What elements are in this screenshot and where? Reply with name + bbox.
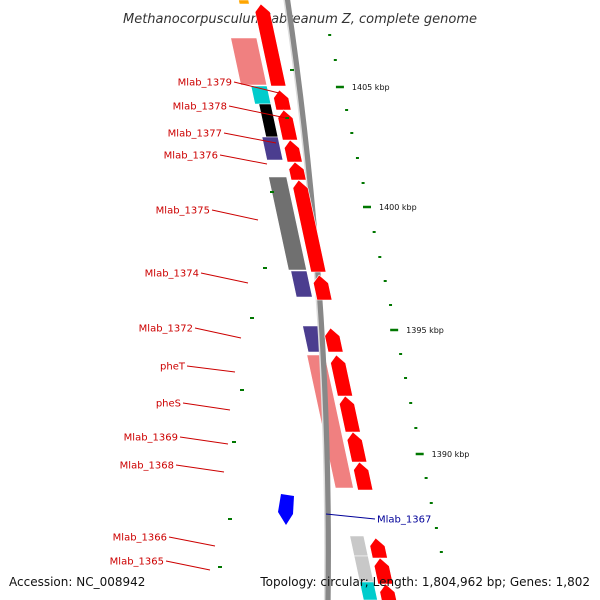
cds-arrow (324, 327, 344, 353)
gene-label: Mlab_1366 (113, 533, 167, 544)
feature-block (258, 103, 279, 138)
cds-arrow (379, 583, 397, 600)
cds-arrow (313, 274, 333, 301)
leader-line (194, 327, 242, 339)
leader-line (165, 560, 211, 571)
scale-label: 1400 kbp (379, 203, 417, 212)
feature-block (261, 136, 284, 161)
leader-line (223, 132, 277, 144)
leader-line (211, 209, 259, 221)
cds-arrow (353, 461, 374, 491)
gene-label: Mlab_1377 (168, 129, 222, 140)
label-leader-lines (165, 81, 376, 571)
leader-line (219, 154, 268, 165)
gene-label: Mlab_1367 (377, 515, 431, 526)
feature-block (230, 37, 268, 86)
feature-block (359, 581, 378, 600)
leader-line (325, 513, 376, 520)
map-title: Methanocorpusculum labreanum Z, complete… (123, 12, 477, 27)
feature-track (230, 0, 378, 600)
leader-line (168, 536, 216, 547)
leader-line (228, 105, 287, 119)
scale-ticks: 1405 kbp 1400 kbp 1395 kbp 1390 kbp (218, 34, 470, 568)
gene-label: Mlab_1376 (164, 151, 218, 162)
cds-arrow (273, 89, 292, 111)
gene-label: Mlab_1378 (173, 102, 227, 113)
leader-line (182, 402, 231, 411)
leader-line (186, 365, 236, 373)
cds-arrow (254, 3, 287, 87)
cds-arrow (277, 109, 298, 141)
scale-label: 1405 kbp (352, 83, 390, 92)
cds-arrow (339, 395, 361, 433)
feature-block (290, 270, 313, 298)
gene-label: Mlab_1375 (156, 206, 210, 217)
feature-block (238, 0, 250, 5)
accession-text: Accession: NC_008942 (9, 575, 145, 589)
backbone-highlight (283, 0, 326, 600)
cds-arrow (292, 179, 327, 273)
cds-arrow (369, 537, 388, 559)
gene-label: pheT (160, 362, 186, 373)
cds-arrow (283, 139, 303, 163)
leader-line (175, 464, 225, 473)
gene-label: Mlab_1369 (124, 433, 178, 444)
reverse-cds-arrow (278, 494, 294, 525)
scale-label: 1395 kbp (406, 326, 444, 335)
gene-label: Mlab_1365 (110, 557, 164, 568)
feature-block (268, 176, 307, 271)
gene-label: Mlab_1374 (145, 269, 199, 280)
leader-line (200, 272, 249, 284)
cds-arrow (330, 354, 354, 397)
scale-label: 1390 kbp (432, 450, 470, 459)
gene-label: Mlab_1379 (178, 78, 232, 89)
genome-summary-text: Topology: circular; Length: 1,804,962 bp… (259, 575, 590, 589)
gene-labels: Mlab_1379 Mlab_1378 Mlab_1377 Mlab_1376 Mlab… (110, 78, 432, 568)
gene-label: Mlab_1368 (120, 461, 174, 472)
gene-label: pheS (156, 399, 181, 410)
leader-line (179, 436, 229, 445)
feature-block (349, 535, 369, 557)
leader-line (233, 81, 280, 94)
cds-arrow (346, 431, 368, 463)
cds-arrow-track (254, 3, 397, 600)
gene-label: Mlab_1372 (139, 324, 193, 335)
cds-arrow (288, 161, 307, 181)
